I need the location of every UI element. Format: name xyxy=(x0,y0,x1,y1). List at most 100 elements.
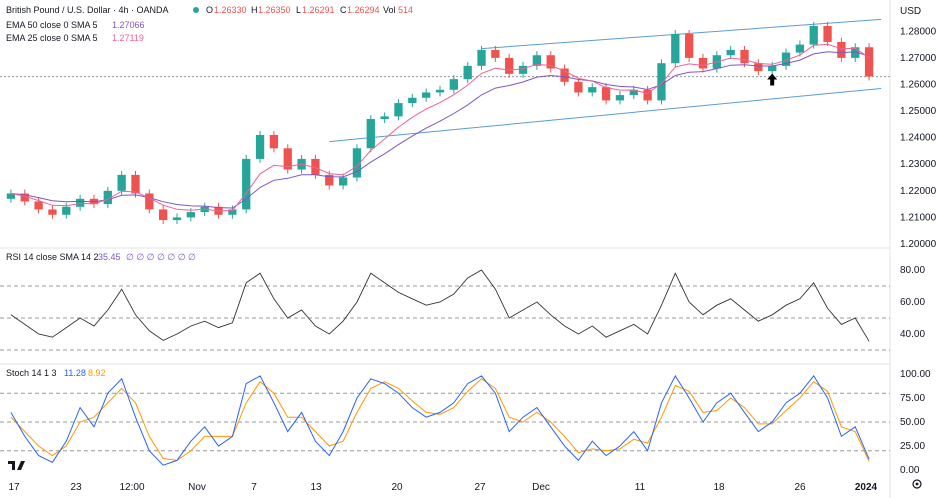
candle-body xyxy=(601,87,611,101)
time-tick-label: 7 xyxy=(251,482,257,493)
candle-body xyxy=(408,97,417,104)
time-tick-label: 13 xyxy=(310,482,322,493)
rsi-line xyxy=(10,269,870,342)
settings-icon[interactable] xyxy=(912,479,922,489)
symbol-title: British Pound / U.S. Dollar · 4h · OANDA xyxy=(6,5,169,15)
candle-body xyxy=(532,55,542,66)
candle-body xyxy=(75,198,85,207)
candle-body xyxy=(34,201,43,210)
candle-body xyxy=(62,206,71,215)
candle-body xyxy=(546,55,555,69)
candle-body xyxy=(795,44,805,53)
ohlc-close-label: C xyxy=(340,5,347,15)
candle-body xyxy=(864,47,874,77)
candle-body xyxy=(228,209,237,215)
stoch-tick-label: 100.00 xyxy=(900,369,931,380)
ohlc-open: 1.26330 xyxy=(214,5,247,15)
stoch-tick-label: 50.00 xyxy=(900,417,925,428)
candle-body xyxy=(629,89,638,96)
rsi-tick-label: 60.00 xyxy=(900,297,925,308)
candle-body xyxy=(643,89,652,101)
price-tick-label: 1.24000 xyxy=(900,133,936,144)
candle-body xyxy=(422,92,431,98)
candle-body xyxy=(366,119,375,149)
candle-body xyxy=(657,63,666,101)
volume-value: 514 xyxy=(398,5,413,15)
candle-body xyxy=(588,87,597,93)
time-tick-label: 27 xyxy=(474,482,486,493)
price-tick-label: 1.23000 xyxy=(900,159,936,170)
rsi-pane[interactable] xyxy=(0,269,890,351)
price-tick-label: 1.21000 xyxy=(900,212,936,223)
candle-body xyxy=(6,193,16,199)
price-tick-label: 1.26000 xyxy=(900,79,936,90)
ohlc-close: 1.26294 xyxy=(347,5,380,15)
time-tick-label: 18 xyxy=(713,482,725,493)
stoch-legend-k: 11.28 xyxy=(64,368,86,378)
candle-body xyxy=(560,68,569,82)
candle-body xyxy=(477,49,486,66)
candle-body xyxy=(283,148,292,170)
ohlc-open-label: O xyxy=(206,5,213,15)
candle-body xyxy=(103,190,112,205)
candle-body xyxy=(131,174,140,194)
ema50-legend-name: EMA 50 close 0 SMA 5 xyxy=(6,20,98,30)
stoch-k-line xyxy=(10,374,870,466)
candle-body xyxy=(311,158,320,175)
candle-body xyxy=(186,212,196,218)
rsi-legend-value: 35.45 xyxy=(98,252,121,262)
annotation-arrow-icon xyxy=(767,73,778,86)
candle-body xyxy=(145,193,154,210)
price-tick-label: 1.27000 xyxy=(900,53,936,64)
candle-body xyxy=(435,89,445,93)
ema25-legend-value: 1.27119 xyxy=(112,33,144,43)
candle-body xyxy=(463,65,472,80)
rsi-legend-extra: ∅ ∅ ∅ ∅ ∅ ∅ ∅ xyxy=(126,252,196,262)
candle-body xyxy=(394,103,403,117)
price-pane[interactable] xyxy=(0,18,890,225)
channel-lower-line xyxy=(329,87,882,143)
currency-label: USD xyxy=(900,6,921,17)
channel-upper-line xyxy=(481,18,882,50)
time-tick-label: 11 xyxy=(635,482,646,493)
candle-body xyxy=(754,63,763,72)
time-tick-label: 26 xyxy=(794,482,806,493)
price-axis[interactable]: 1.28000 1.27000 1.26000 1.25000 1.24000 1.230… xyxy=(900,26,936,476)
ema25-legend-name: EMA 25 close 0 SMA 5 xyxy=(6,33,98,43)
candle-body xyxy=(781,52,791,66)
time-axis[interactable]: 17 23 12:00 Nov 7 13 20 27 Dec 11 18 26 2024 xyxy=(8,482,877,493)
rsi-tick-label: 40.00 xyxy=(900,329,925,340)
rsi-legend-name: RSI 14 close SMA 14 2 xyxy=(6,252,99,262)
price-tick-label: 1.28000 xyxy=(900,26,936,37)
candle-body xyxy=(671,33,680,64)
candle-body xyxy=(242,158,251,210)
volume-label: Vol xyxy=(383,5,396,15)
candle-body xyxy=(740,49,749,64)
candle-body xyxy=(505,57,514,74)
stoch-tick-label: 25.00 xyxy=(900,441,925,452)
ema50-legend-value: 1.27066 xyxy=(112,20,145,30)
price-tick-label: 1.22000 xyxy=(900,186,936,197)
candle-body xyxy=(574,81,583,93)
candle-body xyxy=(20,193,29,202)
candle-body xyxy=(491,49,500,58)
candle-body xyxy=(380,116,389,120)
ohlc-high: 1.26350 xyxy=(258,5,291,15)
price-tick-label: 1.20000 xyxy=(900,239,936,250)
time-tick-label: 23 xyxy=(70,482,82,493)
time-tick-label: 17 xyxy=(8,482,20,493)
candle-body xyxy=(809,25,818,45)
time-tick-label: 20 xyxy=(391,482,403,493)
candle-body xyxy=(269,134,279,149)
ohlc-high-label: H xyxy=(251,5,258,15)
candle-body xyxy=(684,33,694,58)
candle-body xyxy=(352,148,362,178)
stoch-d-line xyxy=(10,378,870,462)
candle-body xyxy=(338,177,348,186)
tradingview-logo[interactable] xyxy=(8,461,25,470)
stoch-pane[interactable] xyxy=(0,374,890,466)
candle-body xyxy=(615,95,625,101)
stoch-tick-label: 75.00 xyxy=(900,393,925,404)
candle-body xyxy=(698,57,708,69)
